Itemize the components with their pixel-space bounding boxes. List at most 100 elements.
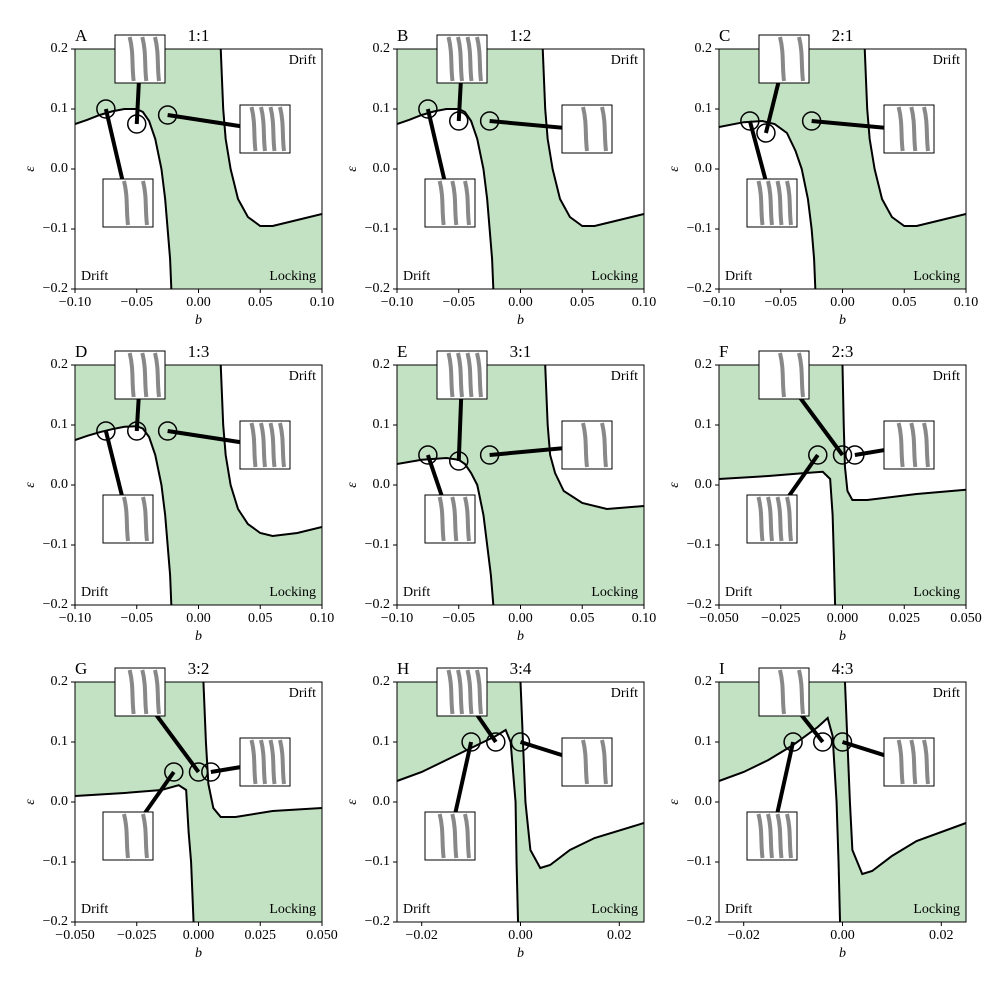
inset-trace — [141, 813, 149, 859]
panel-letter: B — [397, 26, 408, 45]
x-tick-label: 0.00 — [186, 611, 211, 626]
panel-title: 3:4 — [510, 659, 532, 678]
x-tick-label: −0.05 — [443, 611, 475, 626]
boundary-curve — [843, 682, 966, 876]
inset-trace — [153, 36, 161, 82]
inset-trace — [268, 422, 277, 468]
panel-letter: H — [397, 659, 409, 678]
marker — [418, 99, 438, 119]
boundary-curve — [863, 49, 966, 227]
region-label: Locking — [913, 585, 960, 600]
plot-area — [719, 682, 966, 922]
x-tick-label: 0.05 — [248, 295, 273, 310]
boundary-curve — [202, 682, 322, 818]
panel-letter: F — [719, 342, 728, 361]
y-tick-label: −0.2 — [365, 914, 390, 929]
marker — [96, 421, 116, 441]
y-tick-label: 0.2 — [51, 41, 69, 56]
y-axis-label: ε — [23, 482, 38, 488]
y-tick-label: −0.1 — [43, 221, 68, 236]
marker — [449, 451, 469, 471]
panel-letter: C — [719, 26, 730, 45]
y-tick-label: 0.2 — [373, 674, 391, 689]
marker — [127, 114, 147, 134]
inset-trace — [141, 180, 149, 226]
y-tick-label: 0.1 — [695, 417, 713, 432]
region-label: Locking — [913, 902, 960, 917]
inset-trace — [446, 669, 455, 715]
y-tick-label: 0.1 — [373, 417, 391, 432]
inset-trace — [775, 813, 784, 859]
boundary-curve — [397, 728, 520, 922]
panel-title: 4:3 — [832, 659, 854, 678]
inset-trace — [600, 739, 608, 785]
inset-trace — [896, 739, 905, 785]
inset-trace — [778, 669, 786, 715]
inset-trace — [909, 422, 918, 468]
marker — [157, 105, 178, 125]
x-tick-label: −0.05 — [765, 295, 797, 310]
region-label: Locking — [269, 269, 316, 284]
y-tick-label: 0.2 — [51, 357, 69, 372]
boundary-curve — [541, 49, 644, 227]
marker — [756, 123, 776, 143]
y-tick-label: 0.0 — [373, 161, 391, 176]
y-tick-label: −0.1 — [687, 221, 712, 236]
inset-trace — [581, 106, 589, 152]
boundary-curve — [719, 470, 837, 605]
boundary-curve — [841, 365, 966, 501]
x-tick-label: 0.02 — [607, 928, 632, 943]
inset-trace — [456, 352, 464, 398]
inset-trace — [756, 180, 765, 226]
x-axis-label: b — [517, 629, 524, 644]
y-tick-label: 0.0 — [695, 477, 713, 492]
y-tick-label: 0.1 — [695, 734, 713, 749]
inset — [424, 178, 476, 228]
region-label: Drift — [81, 269, 108, 284]
boundary-curve — [397, 108, 495, 289]
inset-trace — [896, 422, 905, 468]
inset-trace — [259, 106, 267, 152]
x-axis-label: b — [517, 313, 524, 328]
marker — [461, 732, 481, 752]
marker — [808, 445, 828, 465]
inset-trace — [581, 422, 589, 468]
y-axis-label: ε — [23, 166, 38, 172]
x-tick-label: −0.050 — [55, 928, 94, 943]
panel-letter: I — [719, 659, 725, 678]
x-tick-label: −0.025 — [761, 611, 800, 626]
inset — [746, 811, 798, 861]
marker — [96, 99, 116, 119]
y-tick-label: 0.1 — [51, 417, 69, 432]
y-tick-label: −0.2 — [43, 281, 68, 296]
x-axis-label: b — [517, 946, 524, 961]
x-tick-label: −0.02 — [405, 928, 437, 943]
region-label: Drift — [933, 53, 960, 68]
y-tick-label: 0.1 — [373, 734, 391, 749]
inset-trace — [122, 180, 130, 226]
y-axis-label: ε — [345, 166, 360, 172]
inset-trace — [153, 669, 161, 715]
inset-trace — [778, 36, 786, 82]
plot-area — [75, 49, 322, 289]
marker — [486, 732, 506, 752]
marker — [510, 732, 531, 752]
inset-trace — [475, 36, 483, 82]
plot-area — [397, 49, 644, 289]
panel-title: 3:2 — [188, 659, 210, 678]
inset-trace — [766, 180, 774, 226]
panel-letter: E — [397, 342, 407, 361]
inset-trace — [797, 36, 805, 82]
y-axis-label: ε — [345, 482, 360, 488]
inset-trace — [785, 496, 793, 542]
y-axis-label: ε — [667, 166, 682, 172]
boundary-curve — [519, 682, 644, 870]
inset-trace — [140, 352, 149, 398]
inset-trace — [278, 739, 286, 785]
inset — [239, 420, 291, 470]
region-label: Drift — [611, 53, 638, 68]
x-tick-label: −0.10 — [381, 611, 413, 626]
inset-trace — [456, 669, 464, 715]
y-tick-label: 0.2 — [695, 357, 713, 372]
inset-trace — [127, 669, 136, 715]
